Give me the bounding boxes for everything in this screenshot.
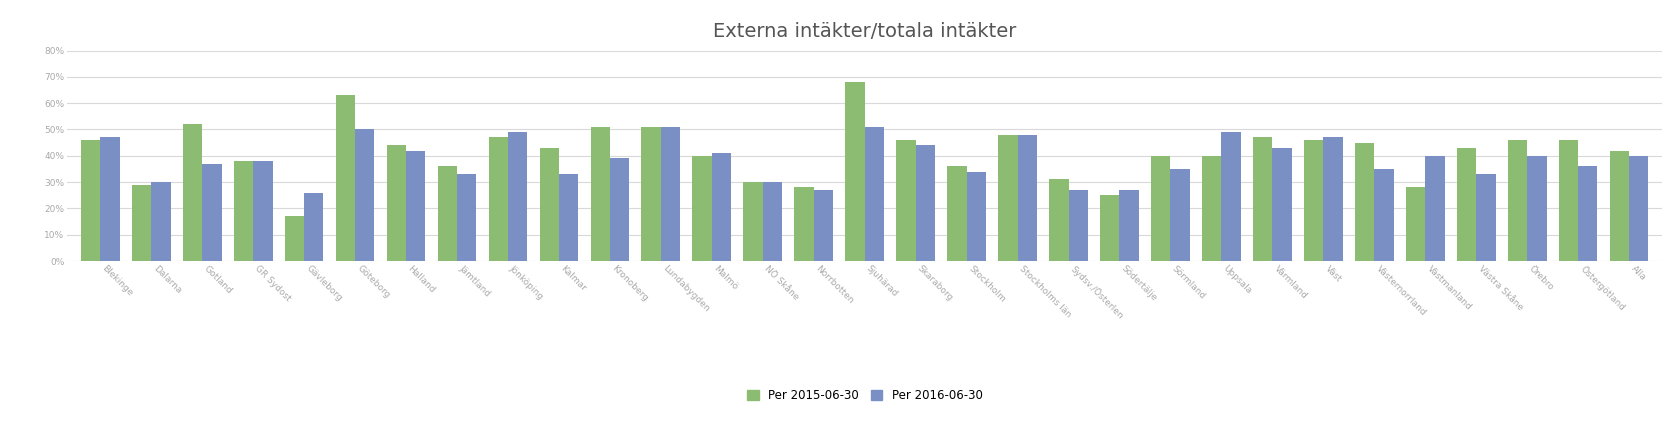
Bar: [1253, 137, 1273, 261]
Bar: [865, 127, 885, 261]
Bar: [438, 166, 457, 261]
Bar: [814, 190, 833, 261]
Bar: [845, 82, 865, 261]
Bar: [591, 127, 609, 261]
Bar: [794, 187, 814, 261]
Bar: [1528, 156, 1546, 261]
Bar: [1610, 150, 1629, 261]
Bar: [1017, 135, 1038, 261]
Bar: [1202, 156, 1221, 261]
Bar: [1476, 174, 1496, 261]
Bar: [1578, 166, 1597, 261]
Bar: [133, 185, 151, 261]
Bar: [1558, 140, 1578, 261]
Bar: [947, 166, 967, 261]
Bar: [641, 127, 662, 261]
Bar: [336, 95, 354, 261]
Bar: [1425, 156, 1444, 261]
Bar: [1305, 140, 1323, 261]
Bar: [406, 150, 425, 261]
Bar: [539, 148, 559, 261]
Bar: [201, 164, 222, 261]
Bar: [915, 145, 935, 261]
Bar: [609, 158, 630, 261]
Bar: [233, 161, 254, 261]
Bar: [1049, 179, 1068, 261]
Bar: [662, 127, 680, 261]
Bar: [81, 140, 101, 261]
Title: Externa intäkter/totala intäkter: Externa intäkter/totala intäkter: [714, 21, 1016, 41]
Bar: [1457, 148, 1476, 261]
Bar: [254, 161, 272, 261]
Bar: [151, 182, 171, 261]
Bar: [559, 174, 578, 261]
Bar: [762, 182, 782, 261]
Bar: [1629, 156, 1649, 261]
Legend: Per 2015-06-30, Per 2016-06-30: Per 2015-06-30, Per 2016-06-30: [742, 384, 987, 407]
Bar: [1273, 148, 1291, 261]
Bar: [897, 140, 915, 261]
Bar: [509, 132, 527, 261]
Bar: [101, 137, 119, 261]
Bar: [712, 153, 730, 261]
Bar: [999, 135, 1017, 261]
Bar: [285, 216, 304, 261]
Bar: [1068, 190, 1088, 261]
Bar: [1375, 169, 1394, 261]
Bar: [457, 174, 477, 261]
Bar: [304, 192, 324, 261]
Bar: [1355, 143, 1375, 261]
Bar: [1170, 169, 1190, 261]
Bar: [1120, 190, 1138, 261]
Bar: [386, 145, 406, 261]
Bar: [744, 182, 762, 261]
Bar: [489, 137, 509, 261]
Bar: [1100, 195, 1120, 261]
Bar: [692, 156, 712, 261]
Bar: [1221, 132, 1241, 261]
Bar: [1152, 156, 1170, 261]
Bar: [967, 172, 986, 261]
Bar: [354, 129, 374, 261]
Bar: [1405, 187, 1425, 261]
Bar: [1323, 137, 1343, 261]
Bar: [183, 124, 201, 261]
Bar: [1508, 140, 1528, 261]
